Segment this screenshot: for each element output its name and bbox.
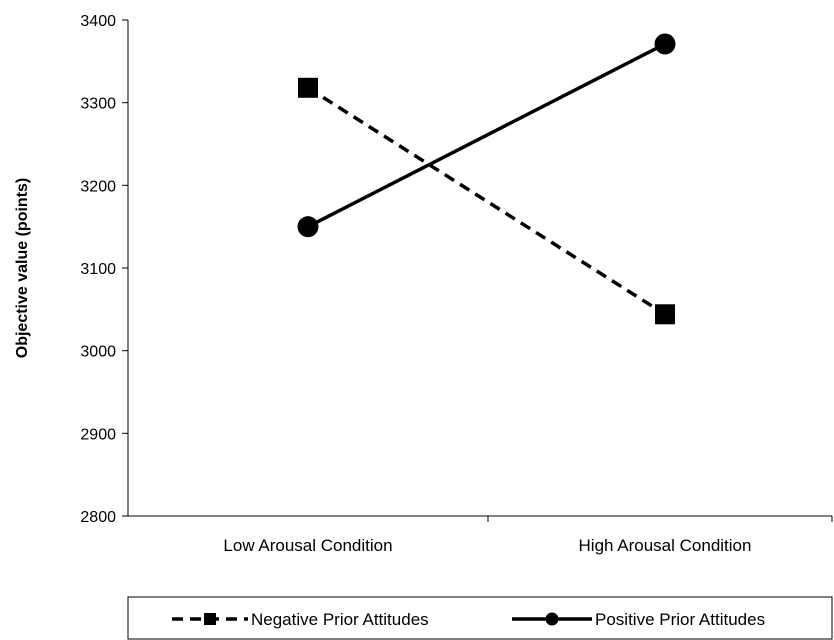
x-category-label-low: Low Arousal Condition (223, 536, 392, 555)
data-point-negative (655, 304, 675, 325)
y-axis-ticks: 2800 2900 3000 3100 3200 3300 3400 (80, 13, 128, 526)
y-tick-label: 2900 (80, 426, 116, 443)
y-tick-label: 3100 (80, 261, 116, 278)
legend-label-positive: Positive Prior Attitudes (595, 610, 765, 629)
y-tick-label: 3300 (80, 96, 116, 113)
y-tick-label: 3200 (80, 178, 116, 195)
y-tick-label: 2800 (80, 509, 116, 526)
series-line-negative (307, 86, 666, 316)
y-axis-title: Objective value (points) (14, 178, 31, 358)
data-point-negative (298, 77, 318, 98)
data-point-positive (297, 216, 319, 238)
legend-marker-negative (204, 613, 216, 625)
x-category-label-high: High Arousal Condition (579, 536, 752, 555)
series-markers (297, 33, 676, 325)
legend-label-negative: Negative Prior Attitudes (251, 610, 429, 629)
y-tick-label: 3000 (80, 344, 116, 361)
legend-marker-positive (545, 612, 559, 626)
y-tick-label: 3400 (80, 13, 116, 30)
data-point-positive (654, 33, 676, 55)
series-line-positive (307, 42, 666, 229)
